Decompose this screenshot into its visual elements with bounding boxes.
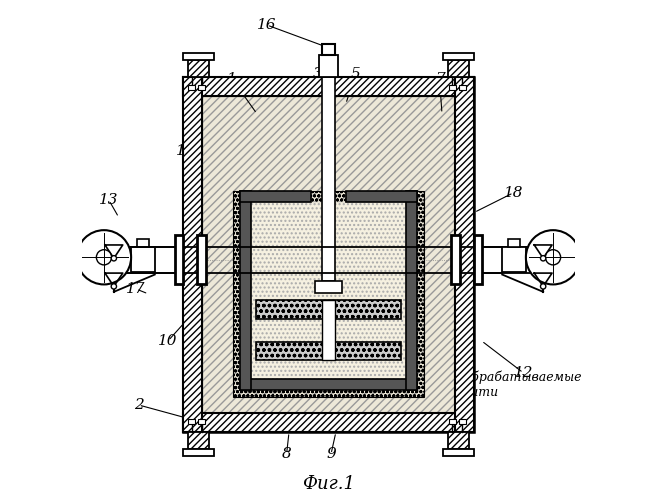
Bar bbox=[256, 300, 401, 318]
Bar bbox=[455, 77, 474, 432]
Bar bbox=[183, 77, 474, 95]
Bar bbox=[198, 235, 206, 284]
Bar bbox=[451, 235, 459, 284]
Bar bbox=[233, 191, 424, 397]
Text: 3: 3 bbox=[313, 67, 323, 81]
Bar bbox=[189, 419, 195, 424]
Bar bbox=[449, 85, 456, 90]
Bar bbox=[240, 191, 311, 202]
Bar bbox=[256, 341, 401, 360]
Circle shape bbox=[111, 255, 116, 261]
Circle shape bbox=[111, 284, 116, 289]
Circle shape bbox=[97, 250, 112, 265]
Bar bbox=[346, 191, 417, 202]
Bar bbox=[502, 248, 526, 272]
Text: 16: 16 bbox=[257, 18, 277, 32]
Text: 5: 5 bbox=[351, 67, 361, 81]
Circle shape bbox=[526, 230, 580, 284]
Circle shape bbox=[541, 255, 546, 261]
Bar bbox=[137, 239, 149, 248]
Bar bbox=[131, 248, 155, 272]
Bar bbox=[319, 54, 338, 77]
Text: 12: 12 bbox=[514, 366, 533, 380]
Bar bbox=[315, 281, 342, 293]
Bar bbox=[474, 235, 482, 284]
Bar bbox=[459, 85, 466, 90]
Bar bbox=[322, 300, 335, 360]
Bar bbox=[183, 449, 214, 456]
Bar bbox=[202, 95, 455, 413]
Bar bbox=[443, 449, 474, 456]
Bar bbox=[449, 59, 469, 77]
Bar bbox=[198, 85, 205, 90]
Bar bbox=[321, 44, 336, 54]
Bar bbox=[183, 52, 214, 59]
Bar bbox=[508, 239, 520, 248]
Text: 9: 9 bbox=[326, 447, 336, 461]
Text: 18: 18 bbox=[504, 186, 523, 200]
Bar bbox=[407, 191, 417, 390]
Bar bbox=[322, 77, 335, 281]
Bar bbox=[459, 419, 466, 424]
Bar bbox=[240, 191, 250, 390]
Bar bbox=[189, 85, 195, 90]
Bar bbox=[449, 432, 469, 449]
Text: 10: 10 bbox=[158, 334, 178, 348]
Bar bbox=[250, 202, 407, 379]
Bar bbox=[188, 59, 208, 77]
Text: 7: 7 bbox=[435, 72, 444, 86]
Bar bbox=[175, 235, 183, 284]
Bar bbox=[443, 52, 474, 59]
Circle shape bbox=[541, 284, 546, 289]
Text: 8: 8 bbox=[282, 447, 292, 461]
Bar bbox=[183, 77, 202, 432]
Text: 17: 17 bbox=[126, 282, 146, 296]
Bar bbox=[240, 379, 417, 390]
Bar bbox=[183, 413, 474, 432]
Bar bbox=[449, 419, 456, 424]
Bar bbox=[198, 419, 205, 424]
Circle shape bbox=[545, 250, 560, 265]
Bar bbox=[202, 95, 455, 413]
Text: Обрабатываемые
нити: Обрабатываемые нити bbox=[462, 371, 582, 399]
Bar bbox=[183, 77, 474, 432]
Bar bbox=[250, 202, 407, 379]
Text: 2: 2 bbox=[133, 398, 143, 412]
Text: 1: 1 bbox=[227, 72, 237, 86]
Bar bbox=[188, 432, 208, 449]
Circle shape bbox=[77, 230, 131, 284]
Text: 14: 14 bbox=[175, 144, 195, 158]
Text: Фиг.1: Фиг.1 bbox=[302, 475, 355, 493]
Text: 13: 13 bbox=[99, 193, 119, 207]
